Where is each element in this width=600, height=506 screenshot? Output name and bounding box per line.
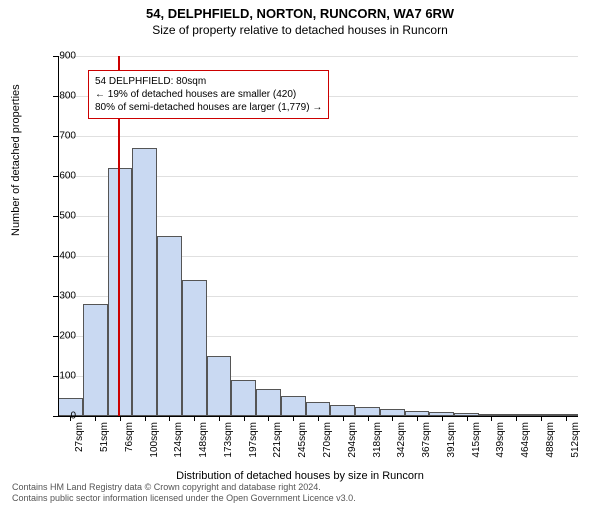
x-tick-label: 76sqm	[124, 422, 135, 452]
histogram-bar	[330, 405, 355, 416]
x-tick-label: 464sqm	[520, 422, 531, 458]
y-axis	[58, 56, 59, 416]
x-tick-label: 148sqm	[198, 422, 209, 458]
info-line: ← 19% of detached houses are smaller (42…	[95, 88, 322, 101]
info-line: 80% of semi-detached houses are larger (…	[95, 101, 322, 114]
y-tick-label: 100	[46, 371, 76, 382]
x-tick-label: 512sqm	[570, 422, 581, 458]
histogram-bar	[355, 407, 380, 416]
footer-attribution: Contains HM Land Registry data © Crown c…	[12, 482, 356, 504]
x-tick-label: 318sqm	[372, 422, 383, 458]
y-tick-label: 400	[46, 251, 76, 262]
x-tick-label: 294sqm	[347, 422, 358, 458]
x-tick-label: 415sqm	[471, 422, 482, 458]
footer-line1: Contains HM Land Registry data © Crown c…	[12, 482, 356, 493]
x-tick-label: 391sqm	[446, 422, 457, 458]
histogram-bar	[281, 396, 306, 416]
y-axis-label: Number of detached properties	[10, 84, 22, 236]
histogram-bar	[380, 409, 405, 416]
page-title: 54, DELPHFIELD, NORTON, RUNCORN, WA7 6RW	[0, 6, 600, 21]
x-tick-label: 124sqm	[173, 422, 184, 458]
y-tick-label: 800	[46, 91, 76, 102]
histogram-bar	[256, 389, 281, 416]
histogram-bar	[231, 380, 256, 416]
x-tick-label: 27sqm	[74, 422, 85, 452]
y-tick-label: 200	[46, 331, 76, 342]
gridline	[58, 136, 578, 137]
x-tick-label: 197sqm	[248, 422, 259, 458]
x-tick-label: 51sqm	[99, 422, 110, 452]
footer-line2: Contains public sector information licen…	[12, 493, 356, 504]
histogram-bar	[306, 402, 331, 416]
y-tick-label: 700	[46, 131, 76, 142]
x-axis-label: Distribution of detached houses by size …	[0, 470, 600, 482]
x-tick-label: 342sqm	[396, 422, 407, 458]
y-tick-label: 600	[46, 171, 76, 182]
histogram-bar	[108, 168, 133, 416]
x-axis	[58, 416, 578, 417]
y-tick-label: 500	[46, 211, 76, 222]
gridline	[58, 56, 578, 57]
x-tick-label: 245sqm	[297, 422, 308, 458]
x-tick-label: 173sqm	[223, 422, 234, 458]
x-tick-label: 221sqm	[272, 422, 283, 458]
histogram-bar	[132, 148, 157, 416]
page-subtitle: Size of property relative to detached ho…	[0, 23, 600, 37]
y-tick-label: 900	[46, 51, 76, 62]
info-line: 54 DELPHFIELD: 80sqm	[95, 75, 322, 88]
histogram-bar	[182, 280, 207, 416]
x-tick-label: 367sqm	[421, 422, 432, 458]
x-tick-label: 270sqm	[322, 422, 333, 458]
x-tick-label: 100sqm	[149, 422, 160, 458]
x-tick-label: 488sqm	[545, 422, 556, 458]
chart-area: 54 DELPHFIELD: 80sqm← 19% of detached ho…	[58, 56, 578, 416]
histogram-bar	[207, 356, 232, 416]
histogram-plot: 54 DELPHFIELD: 80sqm← 19% of detached ho…	[58, 56, 578, 416]
x-tick-label: 439sqm	[495, 422, 506, 458]
y-tick-label: 0	[46, 411, 76, 422]
histogram-bar	[83, 304, 108, 416]
histogram-bar	[157, 236, 182, 416]
y-tick-label: 300	[46, 291, 76, 302]
marker-info-box: 54 DELPHFIELD: 80sqm← 19% of detached ho…	[88, 70, 329, 119]
